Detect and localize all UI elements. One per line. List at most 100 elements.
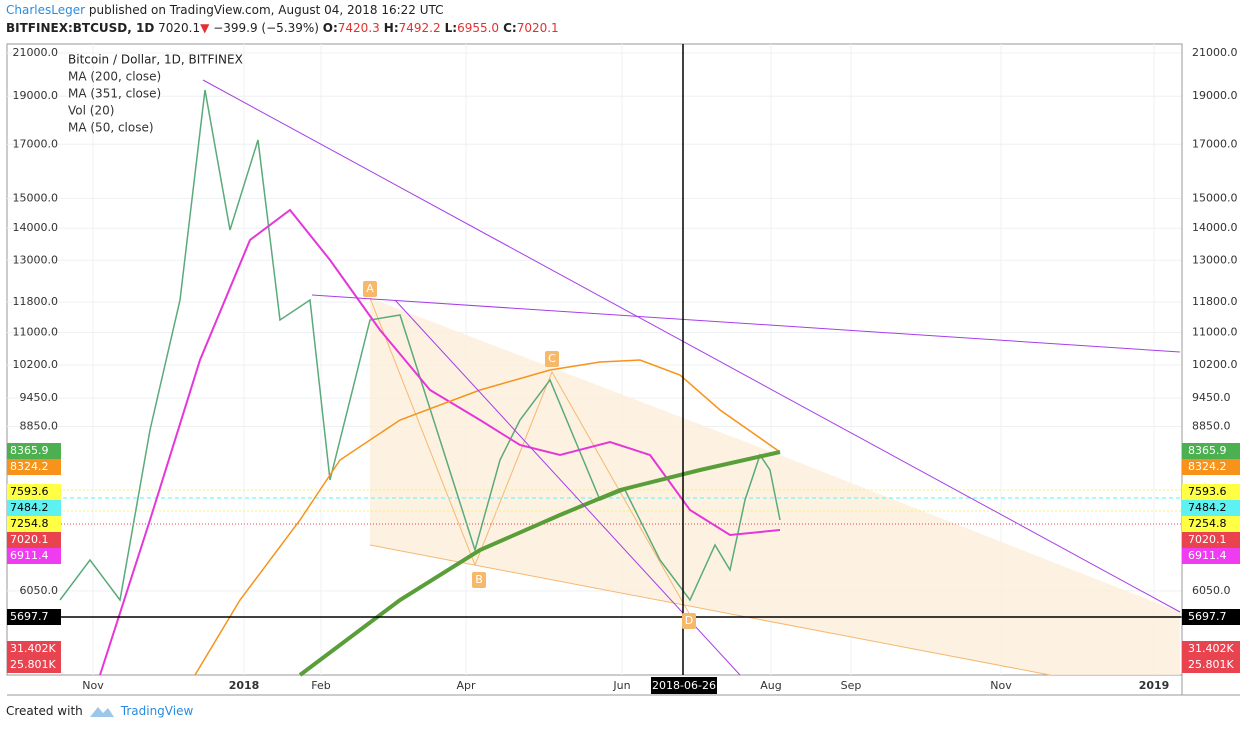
x-tick-label: Apr	[456, 679, 476, 692]
pattern-point-label: A	[366, 282, 374, 295]
ohlc: O:7420.3 H:7492.2 L:6955.0 C:7020.1	[323, 21, 563, 35]
price-tag-label: 6911.4	[1188, 549, 1227, 562]
brand[interactable]: TradingView	[120, 704, 194, 718]
price-tag-label: 7593.6	[1188, 485, 1227, 498]
price-tag	[1182, 443, 1240, 459]
ma-351	[194, 359, 781, 676]
y-tick-label: 9450.0	[20, 391, 59, 404]
price-tag-label: 6911.4	[10, 549, 49, 562]
price-tag	[1182, 500, 1240, 516]
published: published on TradingView.com, August 04,…	[88, 3, 444, 17]
price-tag-label: 8365.9	[1188, 444, 1227, 457]
legend-item: MA (351, close)	[68, 87, 161, 101]
y-tick-label: 11800.0	[1192, 295, 1238, 308]
x-tick-label: Feb	[311, 679, 330, 692]
price-tag	[1182, 641, 1240, 657]
author[interactable]: CharlesLeger	[6, 3, 86, 17]
ohlc-value: 7492.2	[398, 21, 441, 35]
ohlc-key: O:	[322, 21, 338, 35]
pattern-point	[545, 351, 559, 367]
y-tick-label: 15000.0	[1192, 191, 1238, 204]
pattern-fill	[370, 298, 1180, 675]
price-tag	[7, 609, 61, 625]
pattern-point-label: B	[475, 573, 483, 586]
footer: Created with TradingView	[6, 704, 193, 718]
ohlc-line: BITFINEX:BTCUSD, 1D 7020.1▼ −399.9 (−5.3…	[6, 21, 563, 35]
price-tag-label: 7254.8	[10, 517, 49, 530]
y-tick-label: 8850.0	[1192, 419, 1231, 432]
price-tag	[1182, 657, 1240, 673]
price-tag-label: 8324.2	[1188, 460, 1227, 473]
y-tick-label: 15000.0	[13, 191, 59, 204]
logo	[89, 707, 114, 717]
price-tag	[7, 443, 61, 459]
price-tag-label: 25.801K	[10, 658, 56, 671]
ma-200	[298, 450, 781, 677]
price-tag	[7, 532, 61, 548]
y-tick-label: 17000.0	[13, 137, 59, 150]
created-with: Created with	[6, 704, 83, 718]
price-tag-label: 31.402K	[10, 642, 56, 655]
price-tag	[1182, 516, 1240, 532]
y-tick-label: 14000.0	[13, 221, 59, 234]
x-tick-label: 2018	[229, 679, 260, 692]
pattern-line	[369, 297, 691, 616]
x-tick-label: 2019	[1139, 679, 1170, 692]
y-tick-label: 10200.0	[13, 358, 59, 371]
x-tick-label: Jun	[612, 679, 630, 692]
y-tick-label: 17000.0	[1192, 137, 1238, 150]
x-tick-label: Sep	[841, 679, 862, 692]
price-tag-label: 5697.7	[1188, 610, 1227, 623]
down-arrow: ▼	[200, 21, 210, 35]
cursor-date: 2018-06-26	[652, 679, 716, 692]
price-tag-label: 31.402K	[1188, 642, 1234, 655]
y-tick-label: 8850.0	[20, 419, 59, 432]
last: 7020.1	[158, 21, 201, 35]
grid	[7, 44, 1182, 675]
y-tick-label: 19000.0	[1192, 89, 1238, 102]
y-tick-label: 21000.0	[13, 46, 59, 59]
price-tag-label: 25.801K	[1188, 658, 1234, 671]
y-tick-label: 9450.0	[1192, 391, 1231, 404]
ohlc-value: 7420.3	[337, 21, 380, 35]
x-tick-label: Nov	[82, 679, 104, 692]
price-tag	[7, 500, 61, 516]
ohlc-value: 7020.1	[516, 21, 559, 35]
chart: Bitcoin / Dollar, 1D, BITFINEX MA (200, c…	[6, 43, 1240, 696]
y-tick-label: 6050.0	[1192, 584, 1231, 597]
price-tag-label: 8365.9	[10, 444, 49, 457]
y-tick-label: 14000.0	[1192, 221, 1238, 234]
overlays: 21000.0 21000.0 19000.0 19000.0 17000.0 17000…	[7, 46, 1240, 694]
price-tag	[7, 516, 61, 532]
price-tag-label: 7254.8	[1188, 517, 1227, 530]
legend-item: MA (50, close)	[68, 121, 154, 135]
trend-line	[202, 79, 1181, 613]
price-tag	[7, 548, 61, 564]
pattern-edge	[369, 544, 1051, 676]
price-tag	[1182, 609, 1240, 625]
price-tag-label: 7484.2	[10, 501, 49, 514]
y-tick-label: 11000.0	[13, 325, 59, 338]
ohlc-key: L:	[444, 21, 458, 35]
x-tick-label: Nov	[990, 679, 1012, 692]
y-tick-label: 10200.0	[1192, 358, 1238, 371]
pattern-point	[682, 613, 696, 629]
ohlc-key: H:	[383, 21, 399, 35]
price-tag-label: 7593.6	[10, 485, 49, 498]
x-tick-label: Aug	[760, 679, 781, 692]
price-tag	[1182, 484, 1240, 500]
change: −399.9 (−5.39%)	[213, 21, 319, 35]
price-tag	[1182, 459, 1240, 475]
y-tick-label: 11000.0	[1192, 325, 1238, 338]
header-line: CharlesLeger published on TradingView.co…	[6, 3, 444, 17]
price-tag-label: 8324.2	[10, 460, 49, 473]
ohlc-value: 6955.0	[457, 21, 500, 35]
price-tag-label: 7020.1	[1188, 533, 1227, 546]
legend: Bitcoin / Dollar, 1D, BITFINEX MA (200, c…	[68, 53, 243, 135]
y-tick-label: 21000.0	[1192, 46, 1238, 59]
y-tick-label: 13000.0	[1192, 253, 1238, 266]
price-tag	[7, 657, 61, 673]
price-tag-label: 5697.7	[10, 610, 49, 623]
ohlc-key: C:	[503, 21, 517, 35]
